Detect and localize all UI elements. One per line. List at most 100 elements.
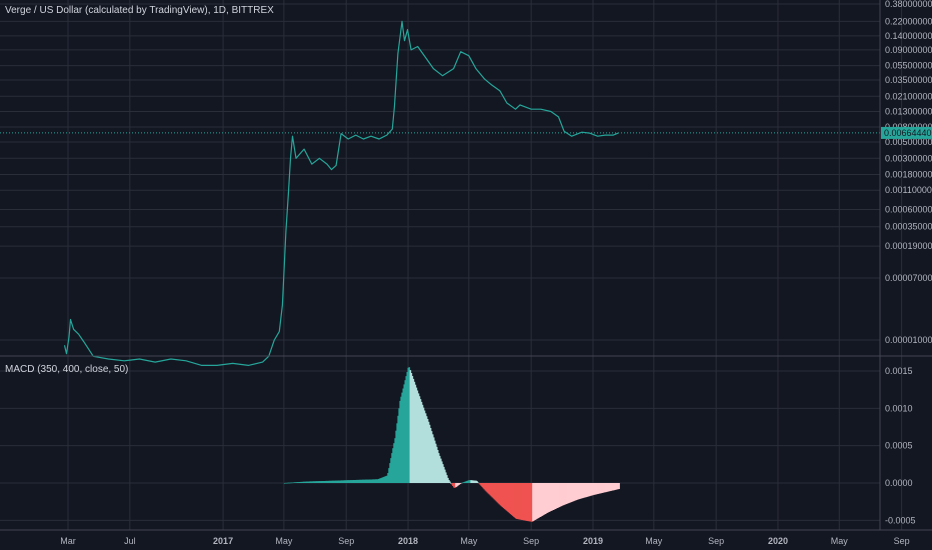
macd-histogram-bar [361, 479, 364, 483]
macd-histogram-bar [481, 483, 484, 487]
macd-histogram-bar [532, 483, 534, 522]
macd-pane[interactable] [283, 367, 620, 522]
macd-y-tick-label: 0.0005 [885, 441, 913, 451]
macd-histogram-bar [438, 455, 441, 483]
macd-histogram-bar [582, 483, 585, 498]
macd-histogram-bar [595, 483, 597, 495]
macd-histogram-bar [465, 481, 467, 483]
price-pane[interactable] [0, 20, 880, 366]
macd-histogram-bar [576, 483, 579, 500]
current-price-badge: 0.00664440 [881, 126, 932, 139]
macd-histogram-bar [548, 483, 550, 512]
macd-histogram-bar [516, 483, 518, 519]
macd-histogram-bar [334, 480, 337, 483]
macd-histogram-bar [547, 483, 549, 513]
macd-histogram-bar [549, 483, 551, 512]
macd-histogram-bar [594, 483, 596, 495]
macd-histogram-bar [318, 481, 320, 483]
macd-histogram-bar [398, 408, 400, 483]
macd-histogram-bar [482, 483, 485, 489]
macd-histogram-bar [555, 483, 558, 509]
macd-histogram-bar [385, 476, 387, 483]
macd-histogram-bar [578, 483, 581, 499]
macd-histogram-bar [350, 480, 353, 483]
macd-histogram-bar [528, 483, 530, 522]
macd-histogram-bar [345, 480, 348, 483]
macd-histogram-bar [590, 483, 592, 496]
price-y-tick-label: 0.00060000 [885, 205, 932, 215]
macd-histogram-bar [391, 453, 393, 483]
macd-histogram-bar [600, 483, 602, 494]
macd-histogram-bar [477, 482, 480, 484]
macd-histogram-bar [554, 483, 557, 509]
macd-y-tick-label: 0.0015 [885, 366, 913, 376]
macd-histogram-bar [284, 482, 287, 484]
macd-histogram-bar [408, 367, 411, 483]
macd-histogram-bar [502, 483, 505, 508]
macd-histogram-bar [467, 480, 469, 483]
macd-histogram-bar [435, 446, 438, 483]
macd-histogram-bar [300, 481, 302, 483]
macd-histogram-bar [526, 483, 528, 521]
macd-histogram-bar [307, 481, 309, 483]
macd-histogram-bar [320, 481, 322, 483]
macd-histogram-bar [416, 390, 419, 483]
macd-histogram-bar [531, 483, 533, 522]
macd-histogram-bar [299, 482, 301, 483]
macd-histogram-bar [323, 481, 325, 483]
macd-histogram-bar [411, 376, 414, 483]
price-y-tick-label: 0.00300000 [885, 153, 932, 163]
macd-histogram-bar [426, 419, 429, 483]
macd-histogram-bar [464, 481, 466, 483]
macd-histogram-bar [607, 483, 609, 492]
macd-histogram-bar [298, 482, 300, 483]
macd-histogram-bar [559, 483, 562, 507]
macd-histogram-bar [305, 481, 307, 483]
price-y-tick-label: 0.00019000 [885, 241, 932, 251]
macd-histogram-bar [445, 472, 447, 483]
price-line[interactable] [63, 20, 619, 366]
macd-histogram-bar [452, 483, 454, 486]
price-y-tick-label: 0.00110000 [885, 185, 932, 195]
macd-histogram-bar [410, 373, 413, 483]
grid-lines [0, 0, 903, 530]
macd-histogram-bar [541, 483, 543, 516]
macd-histogram-bar [418, 396, 421, 483]
macd-histogram-bar [336, 480, 339, 483]
macd-histogram-bar [503, 483, 506, 509]
macd-histogram-bar [493, 483, 496, 500]
x-tick-label: May [645, 536, 663, 546]
macd-histogram-bar [338, 480, 341, 483]
macd-histogram-bar [389, 463, 391, 483]
macd-histogram-bar [523, 483, 525, 521]
macd-histogram-bar [333, 480, 336, 483]
macd-histogram-bar [597, 483, 599, 494]
macd-histogram-bar [504, 483, 507, 510]
macd-histogram-bar [585, 483, 588, 497]
macd-histogram-bar [311, 481, 313, 483]
macd-histogram-bar [384, 476, 386, 483]
x-tick-label: Mar [60, 536, 76, 546]
macd-histogram-bar [436, 450, 439, 483]
macd-histogram-bar [371, 479, 373, 483]
macd-title: MACD (350, 400, close, 50) [5, 364, 128, 375]
macd-histogram-bar [433, 440, 436, 483]
macd-histogram-bar [423, 410, 426, 483]
price-y-tick-label: 0.05500000 [885, 61, 932, 71]
macd-histogram-bar [567, 483, 570, 504]
macd-histogram-bar [312, 481, 314, 483]
macd-histogram-bar [487, 483, 490, 494]
macd-histogram-bar [343, 480, 346, 483]
price-y-tick-label: 0.02100000 [885, 91, 932, 101]
macd-histogram-bar [588, 483, 591, 497]
macd-histogram-bar [510, 483, 513, 515]
macd-histogram-bar [586, 483, 589, 497]
macd-histogram-bar [593, 483, 595, 495]
macd-histogram-bar [327, 480, 330, 483]
macd-histogram-bar [538, 483, 540, 518]
macd-histogram-bar [402, 388, 405, 483]
macd-histogram-bar [393, 443, 395, 483]
macd-histogram-bar [506, 483, 509, 512]
macd-histogram-bar [575, 483, 578, 500]
